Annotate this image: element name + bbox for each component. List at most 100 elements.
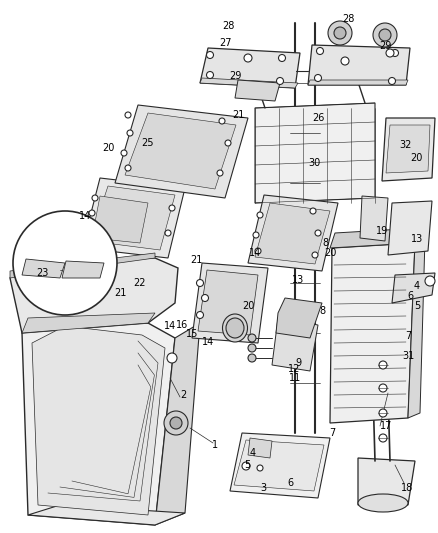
Circle shape [92,225,98,231]
Circle shape [334,27,346,39]
Circle shape [197,279,204,287]
Polygon shape [392,273,435,303]
Circle shape [248,334,256,342]
Circle shape [392,50,399,56]
Text: 28: 28 [222,21,234,31]
Circle shape [127,130,133,136]
Text: 7: 7 [405,331,411,341]
Circle shape [89,210,95,216]
Circle shape [257,212,263,218]
Polygon shape [276,298,322,338]
Text: 31: 31 [402,351,414,361]
Text: 5: 5 [414,301,420,311]
Polygon shape [10,253,155,278]
Polygon shape [248,195,338,271]
Ellipse shape [226,318,244,338]
Text: 30: 30 [308,158,320,168]
Text: 26: 26 [312,113,324,123]
Circle shape [257,465,263,471]
Circle shape [328,21,352,45]
Circle shape [248,344,256,352]
Text: 20: 20 [410,153,422,163]
Text: 14: 14 [79,211,91,221]
Polygon shape [192,263,268,343]
Polygon shape [90,186,175,250]
Circle shape [315,230,321,236]
Text: 14: 14 [202,337,214,347]
Circle shape [276,77,283,85]
Circle shape [310,208,316,214]
Text: 9: 9 [295,358,301,368]
Circle shape [341,57,349,65]
Circle shape [373,23,397,47]
Text: 18: 18 [401,483,413,493]
Circle shape [244,54,252,62]
Text: 22: 22 [134,278,146,288]
Polygon shape [62,261,104,278]
Text: 13: 13 [411,234,423,244]
Text: 6: 6 [287,478,293,488]
Text: 8: 8 [322,238,328,248]
Circle shape [312,252,318,258]
Text: 23: 23 [36,268,48,278]
Text: 2: 2 [180,390,186,400]
Polygon shape [408,238,425,418]
Polygon shape [22,313,155,333]
Circle shape [379,384,387,392]
Circle shape [255,248,261,254]
Circle shape [201,295,208,302]
Text: 27: 27 [220,38,232,48]
Circle shape [379,409,387,417]
Polygon shape [10,258,178,333]
Polygon shape [230,433,330,498]
Polygon shape [82,178,185,258]
Circle shape [225,140,231,146]
Circle shape [217,170,223,176]
Circle shape [125,165,131,171]
Polygon shape [92,196,148,243]
Text: 21: 21 [232,110,244,120]
Polygon shape [272,318,318,371]
Polygon shape [28,505,185,525]
Text: 11: 11 [289,373,301,383]
Circle shape [13,211,117,315]
Polygon shape [32,326,165,515]
Polygon shape [248,438,272,458]
Polygon shape [200,78,298,88]
Polygon shape [155,323,200,525]
Polygon shape [234,440,324,491]
Text: 4: 4 [250,448,256,458]
Text: 20: 20 [102,143,114,153]
Circle shape [386,49,394,57]
Text: 1: 1 [212,440,218,450]
Circle shape [197,311,204,319]
Circle shape [379,361,387,369]
Polygon shape [386,125,430,173]
Circle shape [170,417,182,429]
Polygon shape [360,196,388,241]
Polygon shape [358,458,415,505]
Ellipse shape [358,494,408,512]
Text: 21: 21 [114,288,126,298]
Text: 14: 14 [249,248,261,258]
Text: 14: 14 [164,321,176,331]
Polygon shape [255,203,330,264]
Text: 32: 32 [400,140,412,150]
Circle shape [121,150,127,156]
Text: 15: 15 [186,329,198,339]
Text: 19: 19 [376,226,388,236]
Circle shape [379,29,391,41]
Text: 8: 8 [319,306,325,316]
Circle shape [389,77,396,85]
Circle shape [92,195,98,201]
Text: 3: 3 [260,483,266,493]
Text: 13: 13 [292,275,304,285]
Polygon shape [115,105,248,198]
Circle shape [253,232,259,238]
Text: 17: 17 [380,421,392,431]
Polygon shape [22,259,65,278]
Circle shape [164,411,188,435]
Polygon shape [200,48,300,88]
Text: 5: 5 [244,460,250,470]
Polygon shape [330,228,420,248]
